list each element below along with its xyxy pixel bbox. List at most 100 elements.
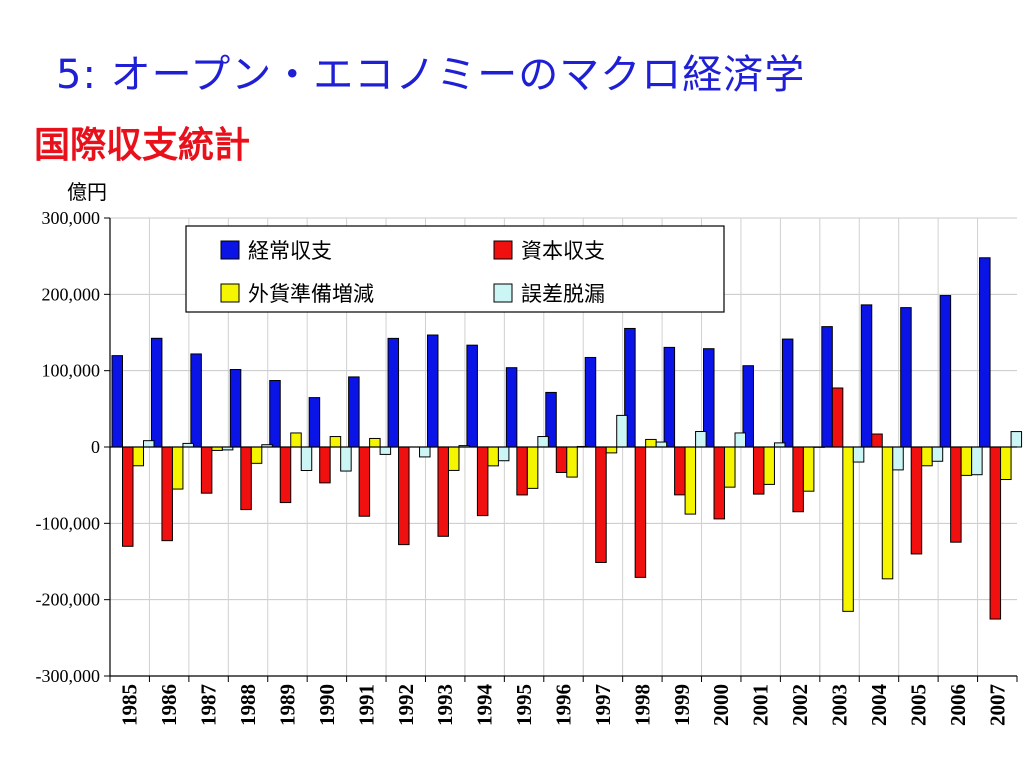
bar <box>111 355 123 448</box>
bar <box>971 446 983 476</box>
x-tick-label: 1987 <box>197 684 221 726</box>
bar <box>584 356 597 448</box>
bar <box>132 446 144 467</box>
x-tick-label: 1990 <box>315 684 339 726</box>
bar <box>663 346 676 448</box>
x-tick-label: 1994 <box>473 684 497 727</box>
x-tick-label: 1988 <box>236 684 260 726</box>
x-tick-label: 1991 <box>354 684 378 726</box>
y-tick-label: 200,000 <box>42 284 101 304</box>
legend-label: 外貨準備増減 <box>248 282 374 306</box>
bar <box>466 344 478 448</box>
bar <box>931 446 944 462</box>
x-tick-label: 1999 <box>670 684 694 726</box>
bar <box>348 376 360 448</box>
bar <box>724 446 736 488</box>
bar <box>842 446 854 612</box>
bar <box>860 304 873 448</box>
bar <box>655 441 668 448</box>
axis-layer: 300,000 200,000 100,000 0 -100,000 -200,000 -3… <box>36 208 1018 726</box>
bar <box>695 431 707 448</box>
bar <box>763 446 775 485</box>
bar <box>1000 446 1012 481</box>
bar <box>329 436 342 448</box>
bar <box>398 446 410 546</box>
x-tick-label: 2006 <box>946 684 970 726</box>
bar <box>516 446 528 496</box>
bar <box>387 337 400 448</box>
bar <box>910 446 923 555</box>
bar <box>300 446 313 472</box>
bar <box>852 446 865 463</box>
bar <box>229 369 242 448</box>
bar <box>566 446 578 478</box>
bar <box>379 446 392 455</box>
bar <box>595 446 607 563</box>
bar <box>290 432 302 448</box>
x-tick-label: 2007 <box>985 684 1009 726</box>
legend-swatch <box>220 283 240 303</box>
bar <box>939 295 952 448</box>
x-tick-label: 1986 <box>157 684 181 726</box>
bar <box>831 387 844 448</box>
y-tick-label: 100,000 <box>42 361 101 381</box>
bar <box>269 380 281 448</box>
bar <box>821 326 833 448</box>
bar <box>279 446 292 504</box>
x-tick-label: 1998 <box>630 684 654 726</box>
slide-subtitle: 国際収支統計 <box>34 125 251 166</box>
legend-label: 経常収支 <box>248 239 332 263</box>
bar <box>900 307 912 448</box>
x-tick-label: 2002 <box>788 684 812 726</box>
bar <box>605 446 618 454</box>
x-tick-label: 1996 <box>552 684 576 726</box>
y-tick-label: -300,000 <box>36 666 101 686</box>
x-tick-label: 1992 <box>394 684 418 726</box>
bar <box>684 446 697 515</box>
legend-swatch <box>493 283 513 303</box>
bar <box>143 440 155 448</box>
y-tick-label: -100,000 <box>36 513 101 533</box>
bar <box>537 436 549 448</box>
bar <box>240 446 252 511</box>
legend-box <box>185 225 725 313</box>
legend-swatch <box>493 240 513 260</box>
bar <box>358 446 371 517</box>
bar <box>734 432 747 448</box>
bar <box>555 446 568 473</box>
bar <box>161 446 173 542</box>
bar <box>200 446 213 494</box>
x-tick-label: 2001 <box>749 684 773 726</box>
x-tick-label: 1985 <box>118 684 142 726</box>
bar <box>989 446 1002 620</box>
bar <box>1010 431 1023 448</box>
x-tick-label: 2003 <box>828 684 852 726</box>
x-tick-label: 1993 <box>433 684 457 726</box>
y-axis-unit-label: 億円 <box>67 180 107 204</box>
bar <box>419 446 431 458</box>
bar <box>950 446 962 543</box>
y-tick-label: 0 <box>91 437 100 457</box>
bar <box>497 446 510 462</box>
x-tick-label: 2004 <box>867 684 891 727</box>
bar <box>319 446 331 484</box>
bar <box>871 433 883 448</box>
legend-swatch <box>220 240 240 260</box>
bar <box>250 446 263 464</box>
legend-label: 資本収支 <box>521 239 605 263</box>
bar <box>447 446 460 471</box>
bar <box>921 446 933 467</box>
bar <box>881 446 894 580</box>
bar <box>792 446 804 513</box>
bar <box>308 397 321 448</box>
bar <box>150 337 163 448</box>
bar <box>171 446 184 490</box>
x-tick-label: 2000 <box>709 684 733 726</box>
bar <box>773 442 786 448</box>
bars-layer <box>111 257 1023 620</box>
bar <box>526 446 539 489</box>
x-tick-label: 1989 <box>275 684 299 726</box>
bar <box>505 367 518 448</box>
bar <box>752 446 765 495</box>
